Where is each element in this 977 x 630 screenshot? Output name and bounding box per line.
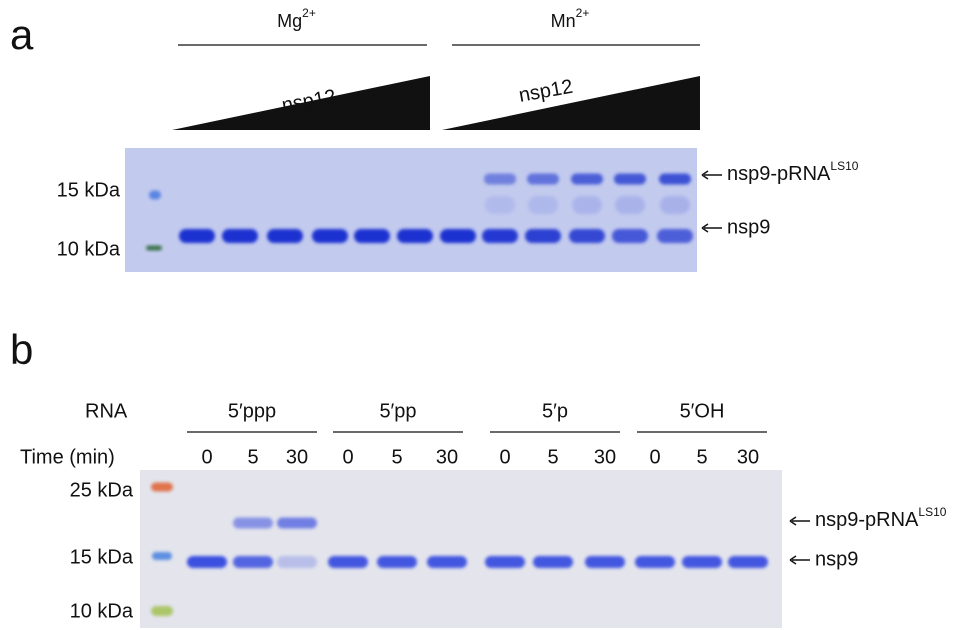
time-label: 30 <box>737 446 759 468</box>
gel-band <box>149 191 161 200</box>
gel-band <box>277 556 317 568</box>
band-label: nsp9 <box>815 548 858 570</box>
gel-band <box>485 196 515 214</box>
gel-band <box>659 174 691 185</box>
rna-label: 5′ppp <box>228 400 276 422</box>
gel-band <box>354 229 390 243</box>
gel-band <box>397 229 433 243</box>
gel-band <box>267 229 303 243</box>
gel-band <box>312 229 348 243</box>
gel-band <box>527 174 559 185</box>
time-label: 0 <box>649 446 660 468</box>
panel-label: a <box>10 11 34 58</box>
gel-band <box>612 229 648 243</box>
time-label: 5 <box>391 446 402 468</box>
time-label: 0 <box>342 446 353 468</box>
gel-band <box>179 229 215 243</box>
rna-label: 5′p <box>542 400 568 422</box>
marker-label: 10 kDa <box>57 238 121 260</box>
condition-ion-sup: 2+ <box>302 6 316 20</box>
gel-band <box>484 174 516 185</box>
gel-band <box>328 556 368 568</box>
time-label: 30 <box>286 446 308 468</box>
gel-band <box>151 483 173 492</box>
gel-band <box>151 606 173 616</box>
gel-band <box>222 229 258 243</box>
time-label: 0 <box>499 446 510 468</box>
gel-band <box>146 246 162 251</box>
figure: aMg2+nsp12Mn2+nsp1215 kDa10 kDansp9-pRNA… <box>0 0 977 630</box>
gel-band <box>657 229 693 243</box>
protein-label: nsp12 <box>517 76 574 107</box>
time-label: 5 <box>696 446 707 468</box>
gel-band <box>427 556 467 568</box>
gel-band <box>572 196 602 214</box>
gel-band <box>614 174 646 185</box>
gel-band <box>660 196 690 214</box>
band-label: nsp9-pRNALS10 <box>727 159 859 185</box>
condition-ion-sup: 2+ <box>576 6 590 20</box>
marker-label: 15 kDa <box>70 546 134 568</box>
gel <box>140 470 782 628</box>
band-label-main: nsp9-pRNA <box>727 163 831 185</box>
time-label: 30 <box>594 446 616 468</box>
gel-band <box>440 229 476 243</box>
gel-shade <box>125 148 697 272</box>
row-header: RNA <box>85 400 128 422</box>
gel-band <box>569 229 605 243</box>
band-label-sup: LS10 <box>830 159 858 173</box>
gel-band <box>635 556 675 568</box>
band-label-main: nsp9-pRNA <box>815 509 919 531</box>
gel-band <box>533 556 573 568</box>
rna-label: 5′pp <box>379 400 416 422</box>
band-label-sup: LS10 <box>918 505 946 519</box>
gel-band <box>377 556 417 568</box>
marker-label: 10 kDa <box>70 600 134 622</box>
gel-band <box>152 552 172 560</box>
gel-band <box>525 229 561 243</box>
gel-band <box>571 174 603 185</box>
gel-band <box>233 556 273 568</box>
time-label: 5 <box>547 446 558 468</box>
gel-band <box>277 518 317 529</box>
condition-ion: Mg2+ <box>277 6 316 31</box>
rna-label: 5′OH <box>680 400 725 422</box>
gel-band <box>615 196 645 214</box>
gel-band <box>528 196 558 214</box>
gel-band <box>728 556 768 568</box>
band-label: nsp9 <box>727 216 770 238</box>
time-label: 5 <box>247 446 258 468</box>
gel-band <box>482 229 518 243</box>
gel-band <box>187 556 227 568</box>
condition-ion-main: Mg <box>277 11 302 31</box>
gel-band <box>485 556 525 568</box>
condition-ion: Mn2+ <box>551 6 590 31</box>
gel-band <box>585 556 625 568</box>
panel-label: b <box>10 326 33 373</box>
condition-ion-main: Mn <box>551 11 576 31</box>
row-header: Time (min) <box>20 446 115 468</box>
gel-band <box>233 518 273 529</box>
marker-label: 15 kDa <box>57 179 121 201</box>
band-label: nsp9-pRNALS10 <box>815 505 947 531</box>
gel-band <box>682 556 722 568</box>
marker-label: 25 kDa <box>70 479 134 501</box>
time-label: 30 <box>436 446 458 468</box>
time-label: 0 <box>201 446 212 468</box>
